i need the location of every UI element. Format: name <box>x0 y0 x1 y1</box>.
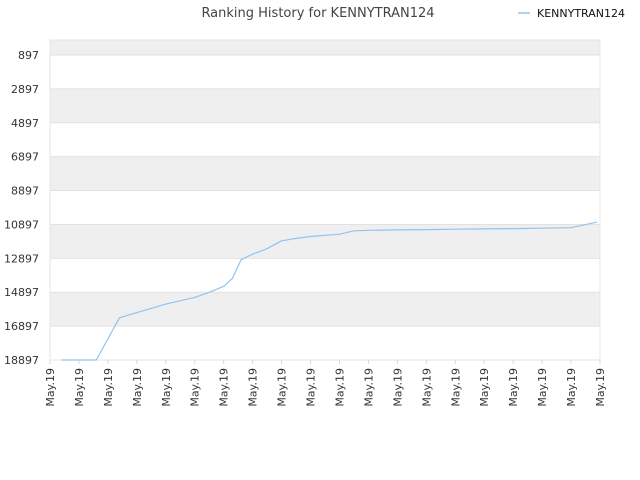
chart-title: Ranking History for KENNYTRAN124 <box>201 6 434 21</box>
grid-bands <box>49 39 601 361</box>
x-tick-label: May.19 <box>102 368 115 407</box>
grid-band <box>50 40 600 55</box>
y-tick-label: 8897 <box>11 185 39 198</box>
grid-band <box>50 88 600 123</box>
grid-band <box>50 122 600 157</box>
grid-band <box>50 224 600 259</box>
legend: KENNYTRAN124 <box>518 7 625 20</box>
y-tick-label: 4897 <box>11 117 39 130</box>
plot-area <box>61 221 598 361</box>
x-tick-label: May.19 <box>73 368 86 407</box>
x-tick-label: May.19 <box>507 368 520 407</box>
x-tick-label: May.19 <box>247 368 260 407</box>
x-tick-label: May.19 <box>565 368 578 407</box>
x-tick-label: May.19 <box>305 368 318 407</box>
legend-label: KENNYTRAN124 <box>537 7 625 20</box>
y-tick-label: 6897 <box>11 151 39 164</box>
y-tick-label: 16897 <box>4 320 39 333</box>
x-axis: May.19 May.19 May.19 May.19 May.19 May.19 May.… <box>44 360 607 407</box>
plot-frame <box>49 39 601 361</box>
grid-band <box>50 55 600 89</box>
y-tick-label: 10897 <box>4 218 39 231</box>
y-tick-label: 897 <box>18 49 39 62</box>
series-line <box>61 221 598 361</box>
y-tick-label: 18897 <box>4 354 39 367</box>
x-tick-label: May.19 <box>333 368 346 407</box>
y-axis: 897 2897 4897 6897 8897 10897 12897 14897 16897 1… <box>4 49 39 367</box>
x-tick-label: May.19 <box>478 368 491 407</box>
grid-band <box>50 326 600 360</box>
x-tick-label: May.19 <box>449 368 462 407</box>
grid-band <box>50 258 600 293</box>
y-tick-label: 12897 <box>4 252 39 265</box>
y-tick-label: 2897 <box>11 83 39 96</box>
x-tick-label: May.19 <box>131 368 144 407</box>
x-tick-label: May.19 <box>189 368 202 407</box>
x-tick-label: May.19 <box>420 368 433 407</box>
grid-band <box>50 190 600 225</box>
x-tick-label: May.19 <box>391 368 404 407</box>
x-tick-label: May.19 <box>536 368 549 407</box>
x-tick-label: May.19 <box>160 368 173 407</box>
x-tick-label: May.19 <box>44 368 57 407</box>
x-tick-label: May.19 <box>218 368 231 407</box>
x-tick-label: May.19 <box>594 368 607 407</box>
x-tick-label: May.19 <box>362 368 375 407</box>
grid-band <box>50 156 600 191</box>
grid-band <box>50 292 600 327</box>
y-tick-label: 14897 <box>4 286 39 299</box>
x-tick-label: May.19 <box>276 368 289 407</box>
